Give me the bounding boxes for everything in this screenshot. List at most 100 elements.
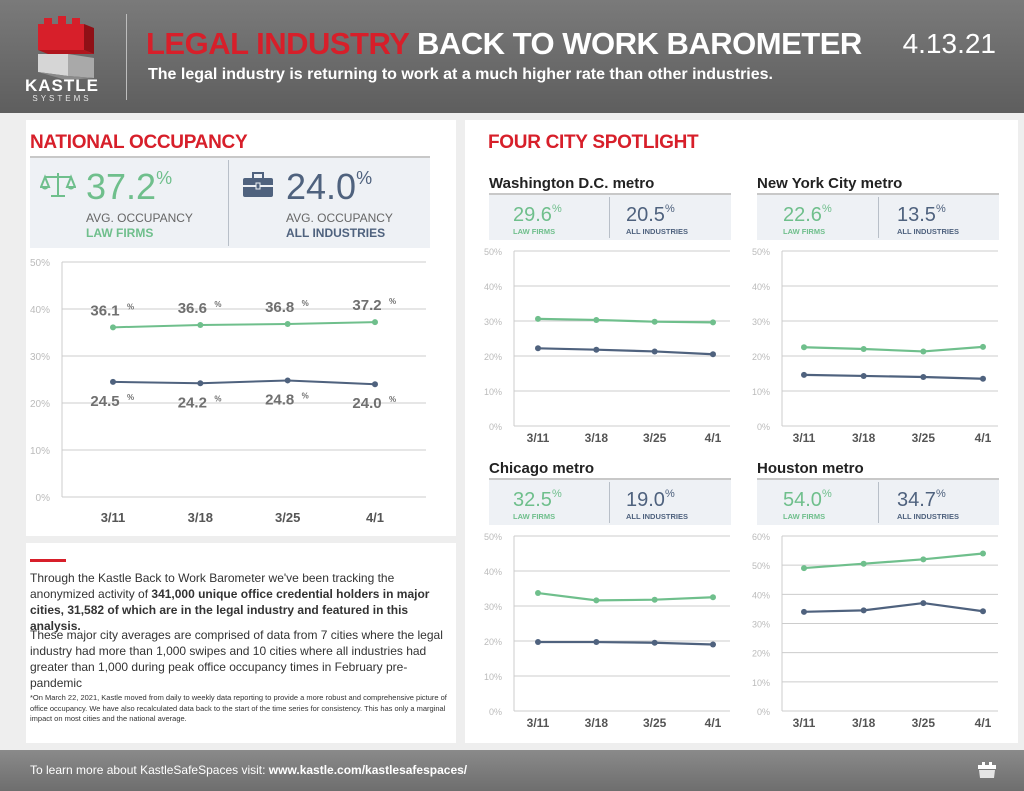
data-point [801, 565, 807, 572]
data-point [980, 550, 986, 557]
city-all-value-chicago: 19.0% [626, 488, 675, 511]
city-sep-dc [609, 197, 610, 238]
data-label: 36.1 [90, 302, 119, 319]
x-tick-label: 3/18 [188, 510, 213, 525]
city-stats-dc [489, 195, 731, 240]
y-tick-label: 20% [484, 352, 502, 362]
city-law-value-nyc: 22.6% [783, 203, 832, 226]
data-point [860, 372, 867, 379]
data-point [651, 639, 658, 646]
data-point [110, 378, 116, 385]
city-title-chicago: Chicago metro [489, 460, 595, 477]
logo-wordmark: KASTLE [25, 76, 99, 95]
x-tick-label: 3/18 [852, 716, 876, 730]
national-law-label: AVG. OCCUPANCY [86, 211, 193, 225]
data-label-percent: % [389, 395, 396, 404]
x-tick-label: 4/1 [705, 431, 722, 445]
city-sep-houston [878, 482, 879, 523]
y-tick-label: 10% [30, 446, 50, 457]
y-tick-label: 20% [30, 399, 50, 410]
data-point [860, 607, 867, 614]
data-point [920, 600, 927, 607]
data-point [284, 321, 291, 328]
scales-icon [40, 173, 76, 197]
series-line [112, 379, 376, 386]
series-line [803, 373, 984, 380]
data-point [801, 344, 807, 351]
y-tick-label: 40% [752, 590, 770, 600]
city-title-dc: Washington D.C. metro [489, 175, 655, 192]
data-point [980, 343, 986, 350]
x-tick-label: 3/18 [585, 716, 609, 730]
x-tick-label: 4/1 [975, 431, 992, 445]
data-label: 36.6 [178, 300, 207, 317]
city-law-label-houston: LAW FIRMS [783, 512, 826, 521]
national-law-sub: LAW FIRMS [86, 226, 154, 240]
y-tick-label: 30% [484, 317, 502, 327]
city-law-value-dc: 29.6% [513, 203, 562, 226]
data-label: 24.2 [178, 394, 207, 411]
national-occupancy-chart: 0% 10% 20% 30% 40% 50% 3/11 3/18 3/25 4/1 36.1% 36.… [30, 258, 426, 525]
chicago-occupancy-chart: 0% 10% 20% 30% 40% 50% 3/11 3/18 3/25 4/1 [484, 532, 730, 730]
data-point [284, 377, 291, 384]
data-label: 24.5 [90, 393, 119, 410]
series-line [537, 591, 714, 602]
data-point [651, 348, 658, 355]
data-point [593, 597, 600, 604]
y-tick-label: 30% [30, 352, 50, 363]
data-point [535, 315, 541, 322]
data-point [710, 319, 716, 326]
x-tick-label: 3/25 [912, 716, 936, 730]
data-label-percent: % [302, 299, 309, 308]
data-point [710, 351, 716, 358]
city-law-value-houston: 54.0% [783, 488, 832, 511]
y-tick-label: 10% [752, 387, 770, 397]
data-point [593, 639, 600, 646]
footer-text: To learn more about KastleSafeSpaces vis… [30, 763, 468, 777]
national-all-sub: ALL INDUSTRIES [286, 226, 386, 240]
city-rule-chicago [489, 478, 731, 480]
city-law-label-chicago: LAW FIRMS [513, 512, 556, 521]
x-tick-label: 3/11 [793, 716, 816, 730]
report-date: 4.13.21 [902, 28, 996, 59]
data-point [535, 639, 541, 646]
text-accent-rule [30, 559, 66, 562]
y-tick-label: 50% [484, 247, 502, 257]
national-all-label: AVG. OCCUPANCY [286, 211, 393, 225]
y-tick-label: 0% [757, 707, 770, 717]
nyc-occupancy-chart: 0% 10% 20% 30% 40% 50% 3/11 3/18 3/25 4/1 [752, 247, 998, 445]
logo-subtext: SYSTEMS [32, 94, 92, 103]
y-tick-label: 10% [484, 672, 502, 682]
data-label: 36.8 [265, 299, 294, 316]
y-tick-label: 50% [752, 247, 770, 257]
series-line [538, 640, 714, 646]
city-all-label-nyc: ALL INDUSTRIES [897, 227, 959, 236]
y-tick-label: 10% [484, 387, 502, 397]
city-section-title: FOUR CITY SPOTLIGHT [488, 132, 699, 153]
data-label-percent: % [127, 302, 134, 311]
data-label: 37.2 [352, 297, 381, 314]
data-label: 24.0 [352, 395, 381, 412]
title-red-part: LEGAL INDUSTRY [146, 26, 409, 61]
x-tick-label: 3/18 [852, 431, 876, 445]
houston-occupancy-chart: 0% 10% 20% 30% 40% 50% 60% 3/11 3/18 3/25 4/1 [752, 532, 998, 730]
city-all-label-houston: ALL INDUSTRIES [897, 512, 959, 521]
city-sep-nyc [878, 197, 879, 238]
data-point [920, 374, 927, 380]
city-all-value-nyc: 13.5% [897, 203, 946, 226]
y-tick-label: 0% [489, 422, 502, 432]
castle-logo-icon [38, 16, 94, 80]
footer-link[interactable]: www.kastle.com/kastlesafespaces/ [268, 763, 468, 777]
city-law-label-nyc: LAW FIRMS [783, 227, 826, 236]
y-tick-label: 10% [752, 678, 770, 688]
y-tick-label: 40% [30, 305, 50, 316]
y-tick-label: 30% [752, 620, 770, 630]
y-tick-label: 50% [484, 532, 502, 542]
data-point [651, 596, 658, 603]
series-line [537, 347, 714, 356]
city-law-label-dc: LAW FIRMS [513, 227, 556, 236]
x-tick-label: 3/18 [585, 431, 609, 445]
national-stats-box [30, 158, 430, 248]
city-title-houston: Houston metro [757, 460, 864, 477]
y-tick-label: 0% [489, 707, 502, 717]
